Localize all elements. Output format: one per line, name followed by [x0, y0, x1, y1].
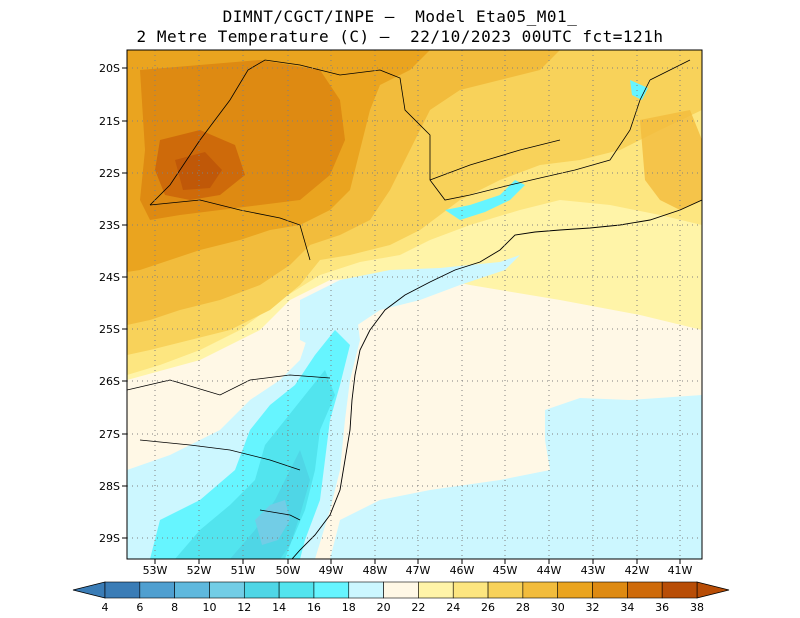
coastline: [291, 199, 702, 559]
colorbar-tick-label: 32: [586, 601, 600, 614]
colorbar-swatch: [278, 581, 315, 599]
colorbar-tick-label: 16: [307, 601, 321, 614]
colorbar-swatch: [627, 581, 663, 599]
lat-ticks: [122, 67, 127, 539]
colorbar-swatch: [557, 581, 593, 599]
colorbar-tick-label: 4: [102, 601, 109, 614]
colorbar-swatch: [209, 581, 245, 599]
temperature-field: [127, 50, 702, 559]
colorbar-swatch: [661, 581, 698, 599]
colorbar-swatch: [139, 581, 175, 599]
lat-label: 23S: [99, 219, 120, 232]
lat-label: 28S: [99, 480, 120, 493]
lat-label: 20S: [99, 62, 120, 75]
colorbar-swatch: [522, 581, 559, 599]
lat-label: 26S: [99, 375, 120, 388]
colorbar-tick-label: 24: [446, 601, 460, 614]
colorbar-tick-label: 20: [377, 601, 391, 614]
colorbar-tick-label: 38: [690, 601, 704, 614]
lon-label: 45W: [493, 564, 518, 577]
lon-label: 42W: [625, 564, 650, 577]
lon-label: 51W: [231, 564, 256, 577]
colorbar-swatch: [487, 581, 524, 599]
lon-label: 49W: [319, 564, 344, 577]
lon-label: 43W: [581, 564, 606, 577]
lat-labels: 20S 21S 22S 23S 24S 25S 26S 27S 28S 29S: [99, 62, 120, 545]
lat-label: 21S: [99, 115, 120, 128]
colorbar-tick-label: 26: [481, 601, 495, 614]
lon-label: 47W: [406, 564, 431, 577]
lat-label: 27S: [99, 428, 120, 441]
colorbar-swatch: [592, 581, 628, 599]
colorbar-swatch: [243, 581, 280, 599]
lon-label: 48W: [363, 564, 388, 577]
title-line-1: DIMNT/CGCT/INPE – Model Eta05_M01_: [222, 7, 578, 26]
lat-label: 22S: [99, 167, 120, 180]
colorbar: 4 6 8 10 12 14 16 18 20 22 24 26 28 30 32 34 36 38: [72, 581, 730, 614]
colorbar-tick-label: 14: [272, 601, 286, 614]
lon-label: 44W: [537, 564, 562, 577]
lon-label: 46W: [450, 564, 475, 577]
title-line-2: 2 Metre Temperature (C) – 22/10/2023 00U…: [136, 27, 664, 46]
lat-label: 29S: [99, 532, 120, 545]
colorbar-tick-label: 8: [171, 601, 178, 614]
colorbar-swatch: [383, 581, 419, 599]
colorbar-swatch: [452, 581, 489, 599]
colorbar-tick-label: 34: [620, 601, 634, 614]
lon-label: 41W: [668, 564, 693, 577]
colorbar-swatches: [104, 581, 698, 599]
lon-label: 52W: [187, 564, 212, 577]
colorbar-high-arrow: [696, 581, 730, 599]
colorbar-tick-label: 10: [202, 601, 216, 614]
colorbar-tick-label: 18: [342, 601, 356, 614]
map-frame: [126, 49, 703, 560]
colorbar-swatch: [348, 581, 384, 599]
lat-label: 24S: [99, 271, 120, 284]
colorbar-tick-label: 22: [411, 601, 425, 614]
graticule: [127, 50, 702, 559]
colorbar-tick-label: 36: [655, 601, 669, 614]
colorbar-swatch: [104, 581, 141, 599]
colorbar-tick-label: 12: [237, 601, 251, 614]
colorbar-swatch: [174, 581, 210, 599]
lon-labels: 53W 52W 51W 50W 49W 48W 47W 46W 45W 44W …: [143, 564, 693, 577]
colorbar-labels: 4 6 8 10 12 14 16 18 20 22 24 26 28 30 32 34 36 38: [102, 601, 705, 614]
colorbar-tick-label: 30: [551, 601, 565, 614]
lat-label: 25S: [99, 323, 120, 336]
colorbar-swatch: [313, 581, 350, 599]
lon-ticks: [154, 559, 681, 564]
colorbar-swatch: [418, 581, 454, 599]
lon-label: 53W: [143, 564, 168, 577]
colorbar-tick-label: 28: [516, 601, 530, 614]
colorbar-tick-label: 6: [136, 601, 143, 614]
colorbar-low-arrow: [72, 581, 106, 599]
lon-label: 50W: [276, 564, 301, 577]
